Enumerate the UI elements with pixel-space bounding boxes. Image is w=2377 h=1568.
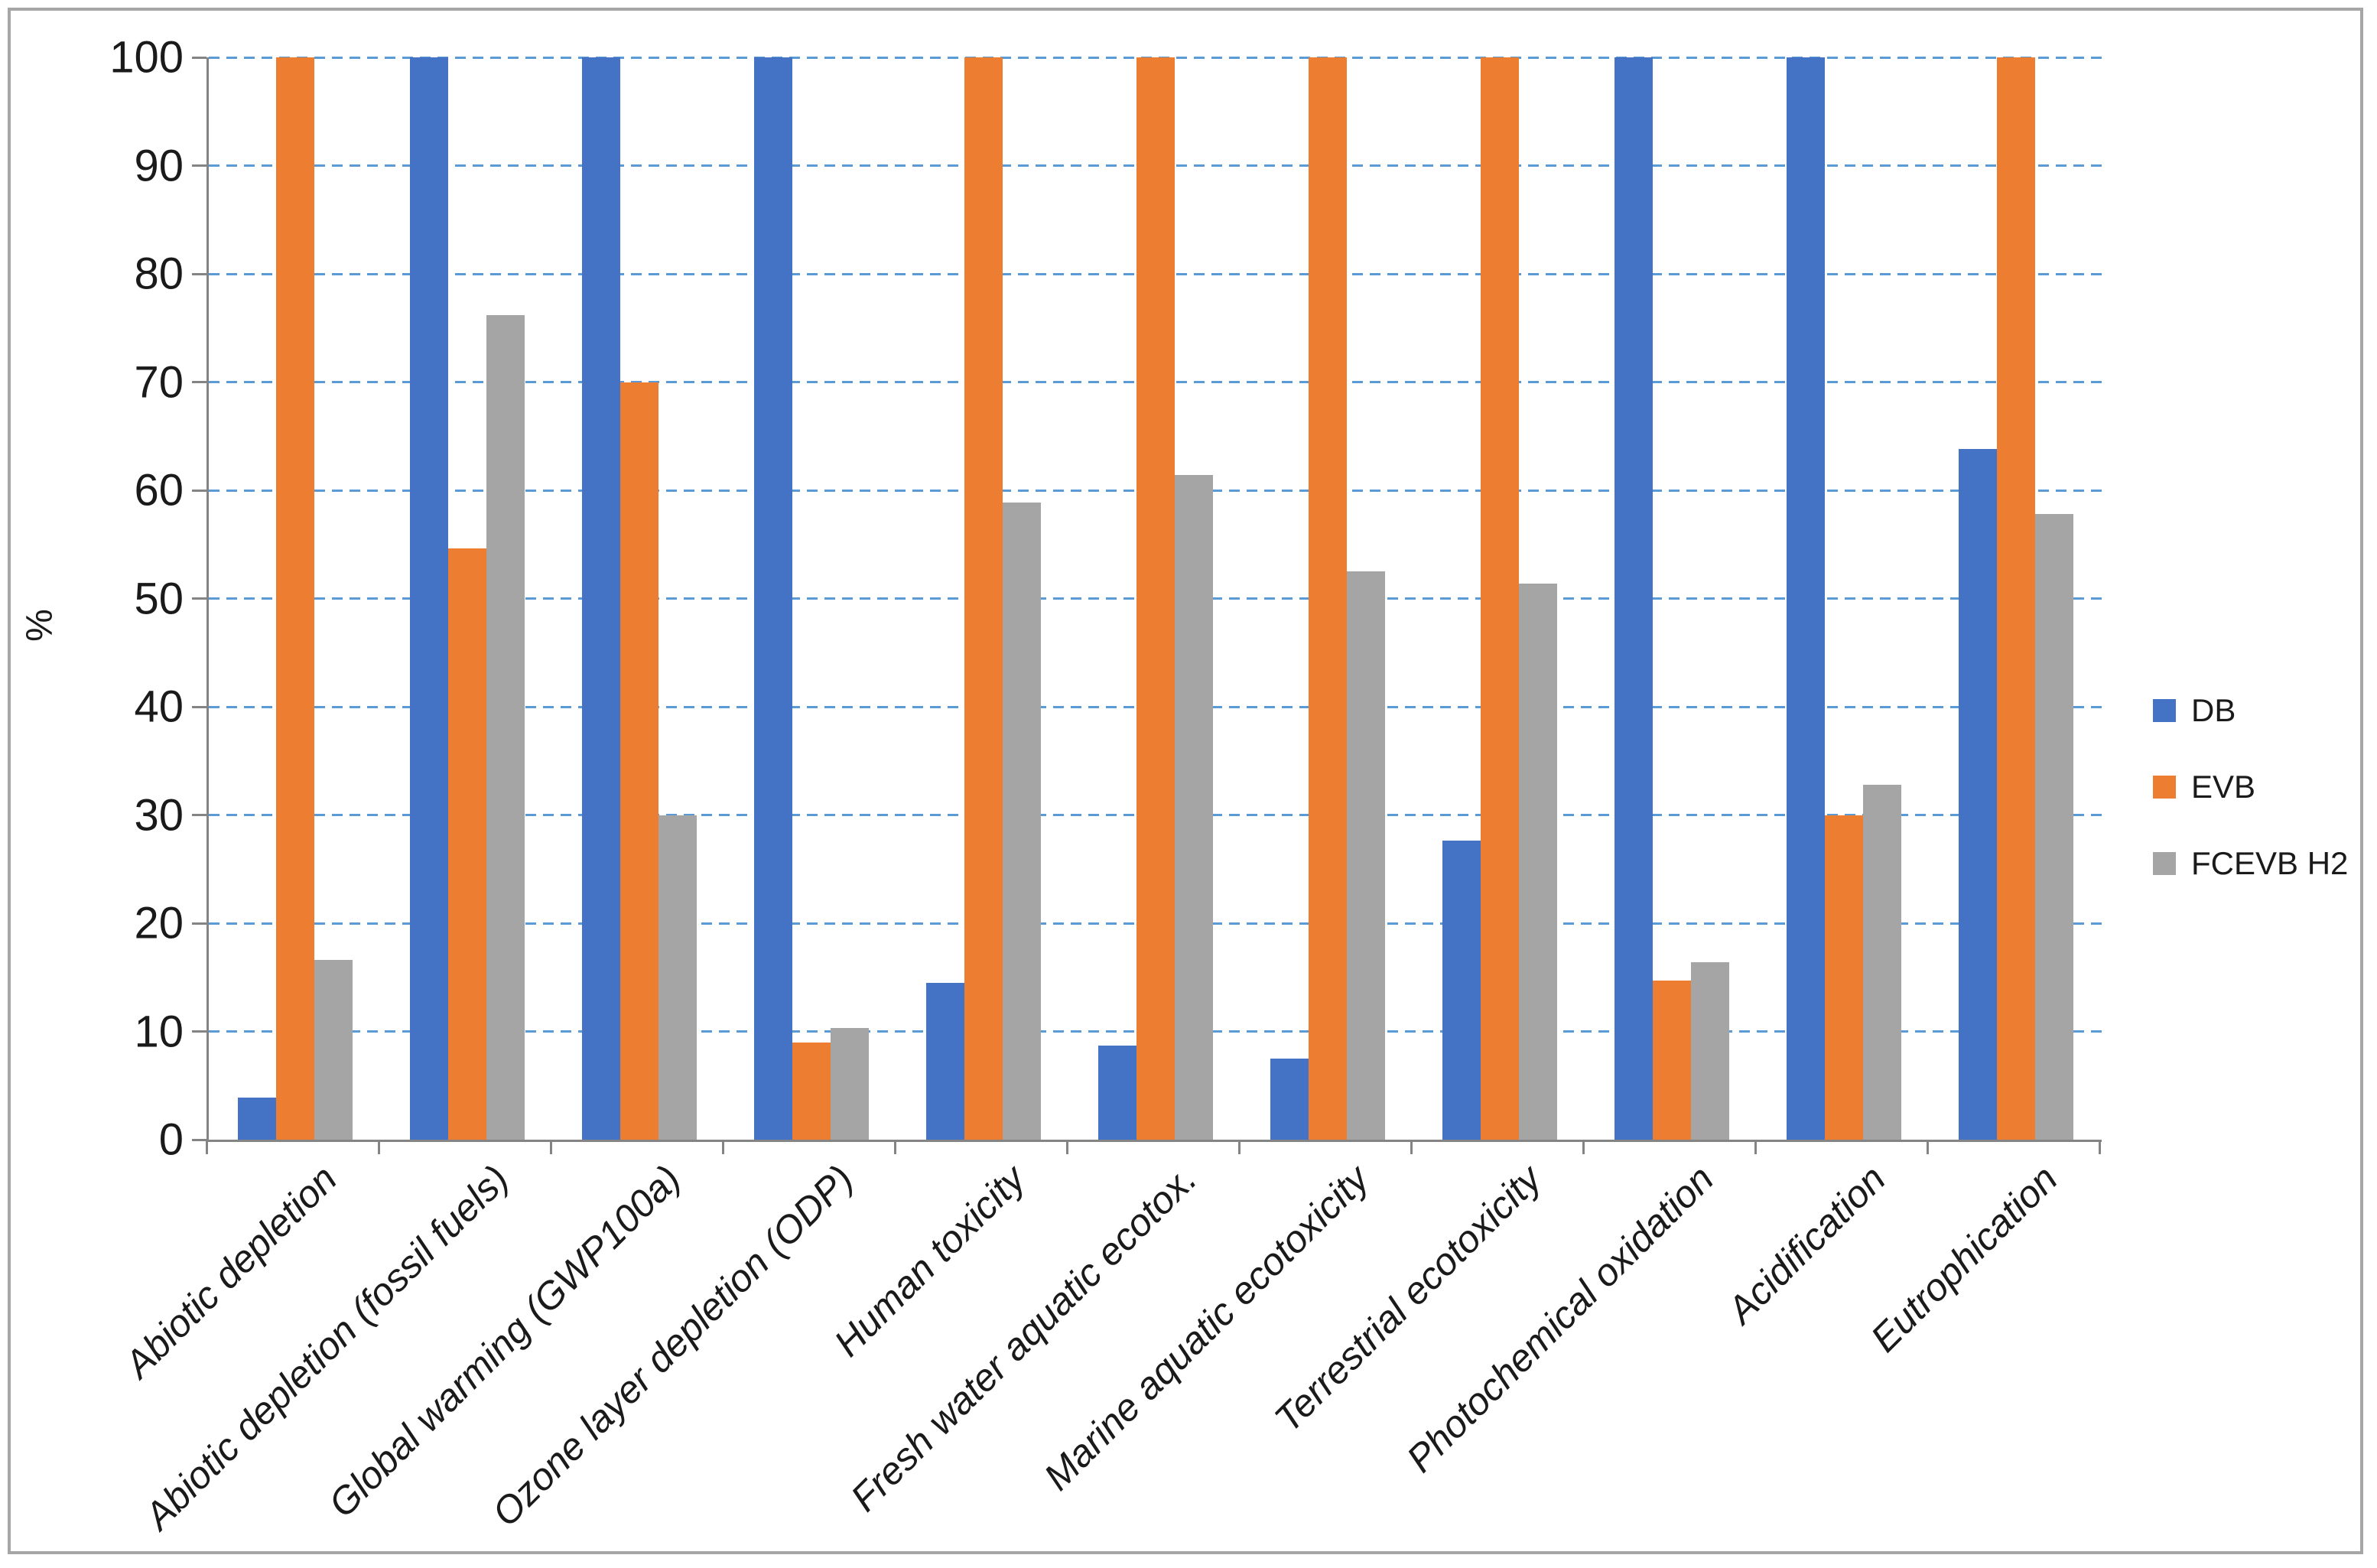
bar-evb: [1996, 57, 2035, 1140]
y-tick-label: 80: [134, 249, 184, 299]
bar-fcevb-h2: [1518, 583, 1557, 1140]
legend-item-fcevb-h2: FCEVB H2: [2153, 845, 2348, 882]
bar-evb: [1824, 815, 1863, 1140]
bar-db: [753, 57, 792, 1140]
x-tick-mark: [1065, 1140, 1068, 1154]
y-tick-mark: [192, 1030, 206, 1033]
plot-area: [206, 56, 2102, 1142]
bar-fcevb-h2: [2034, 514, 2073, 1140]
x-tick-mark: [549, 1140, 552, 1154]
y-tick-mark: [192, 489, 206, 492]
y-tick-label: 10: [134, 1007, 184, 1056]
y-tick-label: 20: [134, 898, 184, 948]
legend-swatch: [2153, 699, 2176, 722]
y-tick-mark: [192, 56, 206, 59]
y-tick-mark: [192, 164, 206, 167]
bar-evb: [275, 57, 314, 1140]
bar-fcevb-h2: [1346, 571, 1385, 1140]
bar-db: [237, 1097, 276, 1140]
legend-label: FCEVB H2: [2191, 845, 2349, 881]
x-tick-mark: [205, 1140, 208, 1154]
x-tick-mark: [1410, 1140, 1413, 1154]
bar-db: [1097, 1045, 1136, 1140]
bar-evb: [447, 548, 486, 1140]
y-tick-mark: [192, 922, 206, 925]
legend-label: EVB: [2191, 769, 2256, 805]
x-tick-mark: [2098, 1140, 2101, 1154]
y-tick-label: 30: [134, 790, 184, 840]
x-tick-mark: [1582, 1140, 1585, 1154]
y-tick-label: 70: [134, 357, 184, 407]
bar-db: [581, 57, 620, 1140]
y-tick-label: 40: [134, 682, 184, 732]
bar-db: [1786, 57, 1825, 1140]
bar-evb: [1308, 57, 1347, 1140]
x-tick-mark: [377, 1140, 380, 1154]
legend-label: DB: [2191, 692, 2236, 728]
y-tick-label: 60: [134, 465, 184, 516]
legend-item-evb: EVB: [2153, 769, 2348, 805]
bar-fcevb-h2: [658, 815, 697, 1140]
y-tick-label: 100: [109, 32, 184, 83]
bar-db: [1958, 449, 1997, 1140]
bar-evb: [1652, 981, 1691, 1140]
bar-fcevb-h2: [830, 1028, 869, 1140]
bar-evb: [619, 382, 658, 1140]
bar-db: [1442, 841, 1481, 1140]
y-tick-label: 90: [134, 141, 184, 190]
y-tick-label: 0: [158, 1114, 184, 1165]
bar-fcevb-h2: [486, 314, 525, 1140]
y-tick-mark: [192, 814, 206, 816]
y-tick-mark: [192, 272, 206, 275]
bar-fcevb-h2: [1174, 475, 1213, 1140]
bar-db: [1270, 1058, 1309, 1140]
x-tick-mark: [1754, 1140, 1757, 1154]
y-tick-mark: [192, 381, 206, 383]
bar-db: [1614, 57, 1653, 1140]
bar-db: [409, 57, 448, 1140]
legend-item-db: DB: [2153, 692, 2348, 729]
x-tick-mark: [721, 1140, 724, 1154]
legend-swatch: [2153, 776, 2176, 799]
y-tick-mark: [192, 705, 206, 708]
legend-swatch: [2153, 852, 2176, 875]
bar-fcevb-h2: [314, 960, 353, 1140]
bar-db: [925, 982, 964, 1140]
legend: DB EVB FCEVB H2: [2153, 692, 2348, 922]
x-tick-mark: [1237, 1140, 1241, 1154]
y-tick-mark: [192, 1138, 206, 1141]
x-tick-mark: [893, 1140, 896, 1154]
bar-fcevb-h2: [1862, 784, 1901, 1140]
bar-fcevb-h2: [1690, 961, 1729, 1140]
bar-fcevb-h2: [1002, 502, 1041, 1140]
bar-evb: [792, 1042, 831, 1140]
bar-evb: [1136, 57, 1175, 1140]
y-tick-mark: [192, 597, 206, 600]
y-tick-label: 50: [134, 574, 184, 623]
x-tick-mark: [1926, 1140, 1929, 1154]
bar-evb: [964, 57, 1003, 1140]
bar-evb: [1480, 57, 1519, 1140]
